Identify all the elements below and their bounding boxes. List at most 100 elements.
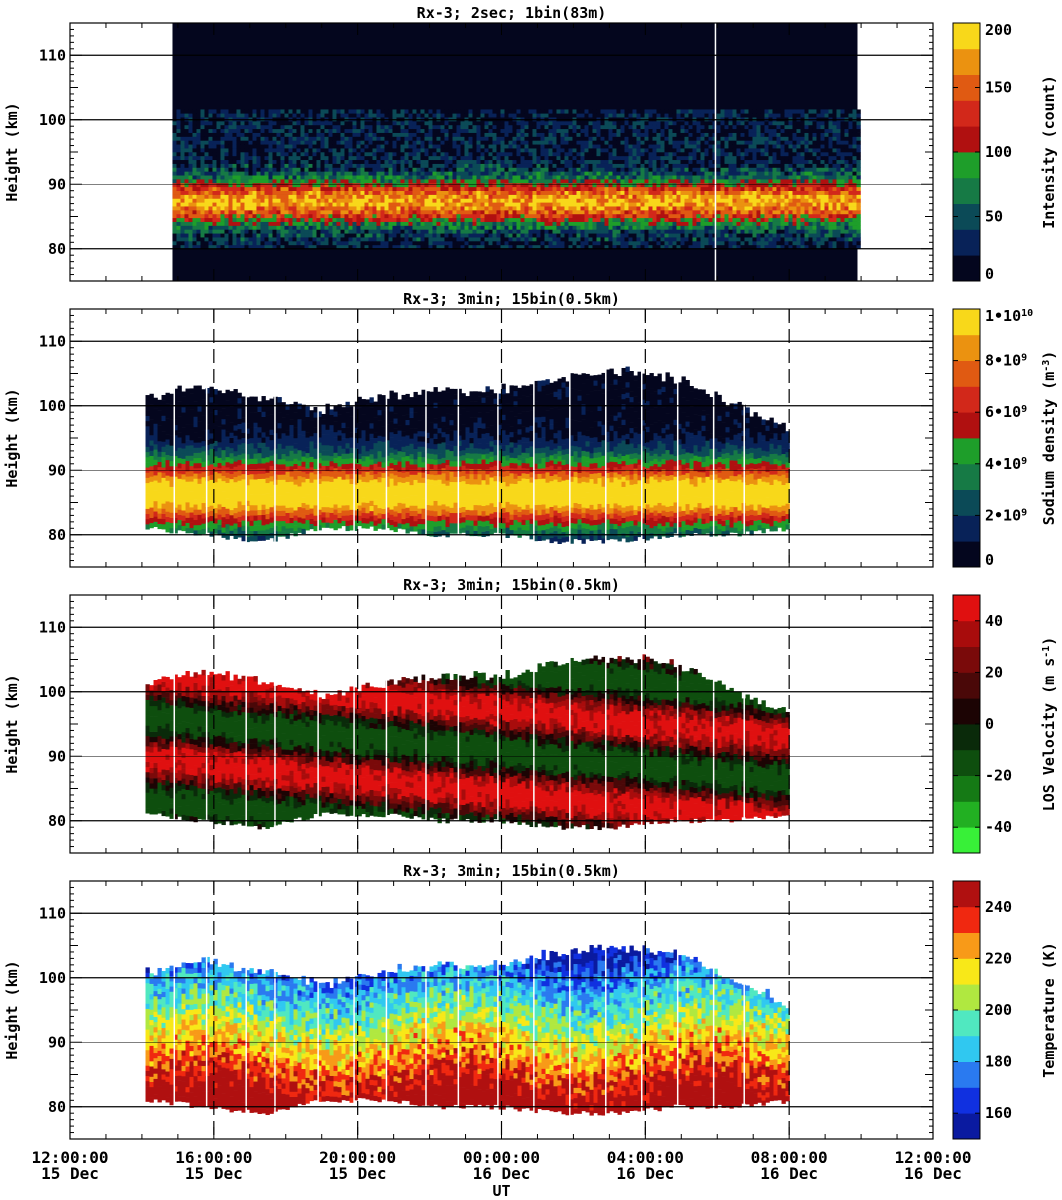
heatmap-cell bbox=[588, 152, 593, 157]
heatmap-cell bbox=[604, 136, 609, 141]
heatmap-cell bbox=[380, 148, 385, 153]
heatmap-cell bbox=[688, 206, 693, 211]
heatmap-cell bbox=[672, 140, 677, 145]
heatmap-cell bbox=[520, 182, 525, 188]
heatmap-cell bbox=[192, 206, 197, 211]
heatmap-cell bbox=[380, 225, 385, 230]
heatmap-cell bbox=[564, 152, 569, 157]
heatmap-cell bbox=[464, 217, 469, 222]
heatmap-cell bbox=[244, 202, 249, 207]
heatmap-cell bbox=[468, 163, 473, 168]
heatmap-cell bbox=[596, 194, 601, 199]
heatmap-cell bbox=[528, 190, 533, 195]
heatmap-cell bbox=[452, 113, 457, 118]
heatmap-cell bbox=[256, 202, 261, 207]
heatmap-cell bbox=[348, 233, 353, 238]
heatmap-cell bbox=[476, 152, 481, 157]
heatmap-cell bbox=[236, 217, 241, 222]
heatmap-cell bbox=[600, 210, 605, 215]
heatmap-cell bbox=[592, 194, 597, 199]
heatmap-cell bbox=[664, 237, 669, 242]
heatmap-cell bbox=[252, 171, 257, 176]
heatmap-cell bbox=[716, 217, 721, 222]
heatmap-cell bbox=[404, 113, 409, 118]
heatmap-cell bbox=[532, 175, 537, 180]
heatmap-cell bbox=[500, 186, 505, 191]
heatmap-cell bbox=[224, 144, 229, 149]
heatmap-cell bbox=[560, 148, 565, 153]
heatmap-cell bbox=[488, 213, 493, 219]
heatmap-cell bbox=[708, 244, 713, 250]
heatmap-cell bbox=[308, 233, 313, 238]
heatmap-cell bbox=[592, 244, 597, 250]
heatmap-cell bbox=[568, 233, 573, 238]
heatmap-cell bbox=[556, 237, 561, 242]
heatmap-cell bbox=[680, 237, 685, 242]
heatmap-cell bbox=[668, 136, 673, 141]
heatmap-cell bbox=[180, 186, 185, 191]
heatmap-cell bbox=[332, 113, 337, 118]
heatmap-cell bbox=[556, 241, 561, 246]
heatmap-cell bbox=[648, 198, 653, 203]
heatmap-cell bbox=[564, 206, 569, 211]
heatmap-cell bbox=[392, 171, 397, 176]
heatmap-cell bbox=[248, 109, 253, 114]
heatmap-cell bbox=[420, 128, 425, 133]
heatmap-cell bbox=[480, 171, 485, 176]
heatmap-cell bbox=[248, 159, 253, 164]
heatmap-cell bbox=[224, 121, 229, 126]
heatmap-cell bbox=[604, 128, 609, 133]
heatmap-cell bbox=[264, 175, 269, 180]
heatmap-cell bbox=[664, 244, 669, 250]
heatmap-cell bbox=[228, 186, 233, 191]
heatmap-cell bbox=[360, 179, 365, 184]
heatmap-cell bbox=[524, 213, 529, 219]
heatmap-cell bbox=[452, 159, 457, 164]
heatmap-cell bbox=[316, 225, 321, 230]
heatmap-cell bbox=[188, 155, 193, 161]
heatmap-cell bbox=[532, 159, 537, 164]
heatmap-cell bbox=[300, 136, 305, 141]
heatmap-cell bbox=[444, 237, 449, 242]
heatmap-cell bbox=[720, 128, 725, 133]
heatmap-cell bbox=[444, 175, 449, 180]
heatmap-cell bbox=[240, 202, 245, 207]
heatmap-cell bbox=[396, 194, 401, 199]
heatmap-cell bbox=[504, 132, 509, 137]
heatmap-cell bbox=[588, 159, 593, 164]
heatmap-cell bbox=[364, 217, 369, 222]
heatmap-cell bbox=[296, 140, 301, 145]
heatmap-cell bbox=[204, 233, 209, 238]
heatmap-cell bbox=[404, 202, 409, 207]
heatmap-cell bbox=[300, 244, 305, 250]
heatmap-cell bbox=[560, 155, 565, 161]
heatmap-cell bbox=[460, 244, 465, 250]
heatmap-cell bbox=[596, 190, 601, 195]
heatmap-cell bbox=[428, 225, 433, 230]
heatmap-cell bbox=[320, 148, 325, 153]
heatmap-cell bbox=[712, 144, 717, 149]
heatmap-cell bbox=[536, 144, 541, 149]
heatmap-cell bbox=[340, 206, 345, 211]
heatmap-cell bbox=[328, 132, 333, 137]
heatmap-cell bbox=[336, 179, 341, 184]
heatmap-cell bbox=[344, 121, 349, 126]
heatmap-cell bbox=[364, 148, 369, 153]
heatmap-cell bbox=[280, 171, 285, 176]
heatmap-cell bbox=[184, 113, 189, 118]
heatmap-cell bbox=[248, 190, 253, 195]
heatmap-cell bbox=[368, 233, 373, 238]
heatmap-cell bbox=[228, 221, 233, 226]
heatmap-cell bbox=[636, 217, 641, 222]
heatmap-cell bbox=[436, 148, 441, 153]
heatmap-cell bbox=[220, 109, 225, 114]
heatmap-cell bbox=[236, 213, 241, 219]
heatmap-cell bbox=[360, 159, 365, 164]
heatmap-cell bbox=[444, 113, 449, 118]
heatmap-cell bbox=[552, 241, 557, 246]
heatmap-cell bbox=[408, 148, 413, 153]
heatmap-cell bbox=[352, 244, 357, 250]
heatmap-cell bbox=[192, 198, 197, 203]
heatmap-cell bbox=[268, 190, 273, 195]
heatmap-cell bbox=[668, 113, 673, 118]
